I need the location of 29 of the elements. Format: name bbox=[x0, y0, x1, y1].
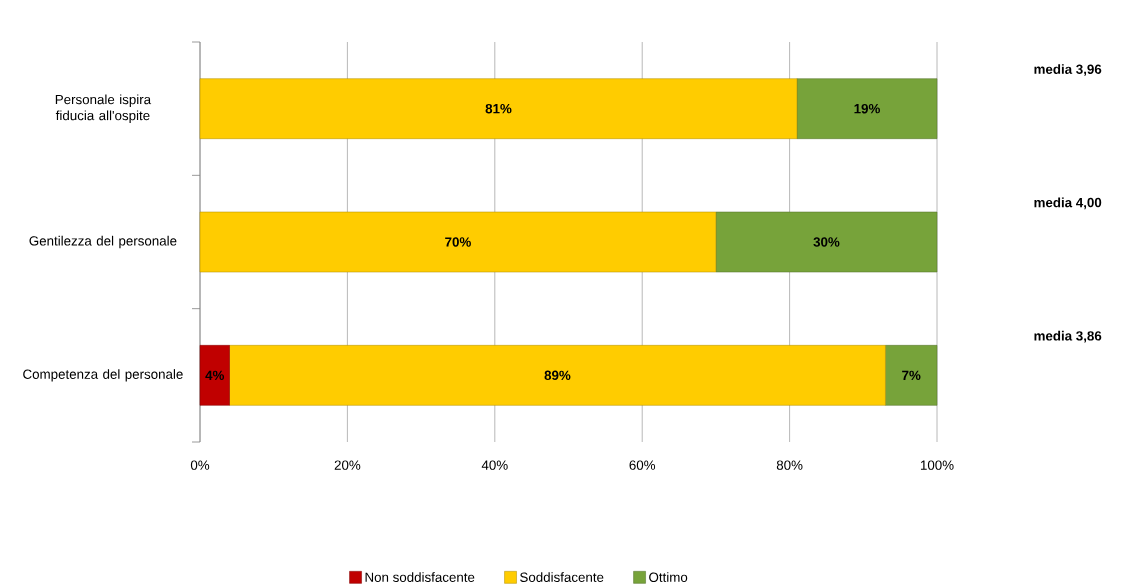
data-label: 30% bbox=[813, 237, 840, 247]
text: media 3,86 bbox=[1034, 330, 1102, 343]
bar bbox=[199, 211, 717, 273]
y-tick-label: Gentilezza del personale bbox=[29, 235, 177, 249]
data-label: 4% bbox=[205, 370, 225, 381]
legend-label: Soddisfacente bbox=[520, 572, 604, 582]
x-tick-label: 60% bbox=[629, 460, 656, 470]
x-tick-label: 40% bbox=[481, 460, 508, 470]
x-tick-label: 100% bbox=[920, 460, 954, 470]
data-label: 81% bbox=[485, 103, 512, 114]
text: media 4,00 bbox=[1034, 197, 1102, 210]
text: media 3,96 bbox=[1034, 64, 1102, 76]
bar bbox=[796, 78, 938, 139]
x-tick-label: 20% bbox=[334, 460, 361, 470]
bar bbox=[715, 211, 938, 273]
bar bbox=[199, 78, 798, 139]
data-label: 89% bbox=[544, 370, 571, 381]
legend-label: Ottimo bbox=[649, 572, 688, 582]
y-tick-label: Competenza del personale bbox=[23, 369, 183, 382]
legend-label: Non soddisfacente bbox=[365, 572, 475, 582]
x-tick-label: 0% bbox=[190, 460, 210, 470]
bar bbox=[199, 345, 230, 406]
data-label: 7% bbox=[902, 370, 921, 381]
bar bbox=[229, 345, 886, 406]
x-tick-label: 80% bbox=[776, 460, 803, 470]
bar bbox=[885, 345, 938, 406]
data-label: 70% bbox=[445, 237, 471, 247]
data-label: 19% bbox=[854, 103, 880, 114]
y-tick-label: Personale ispira fiducia all'ospite bbox=[55, 94, 152, 123]
